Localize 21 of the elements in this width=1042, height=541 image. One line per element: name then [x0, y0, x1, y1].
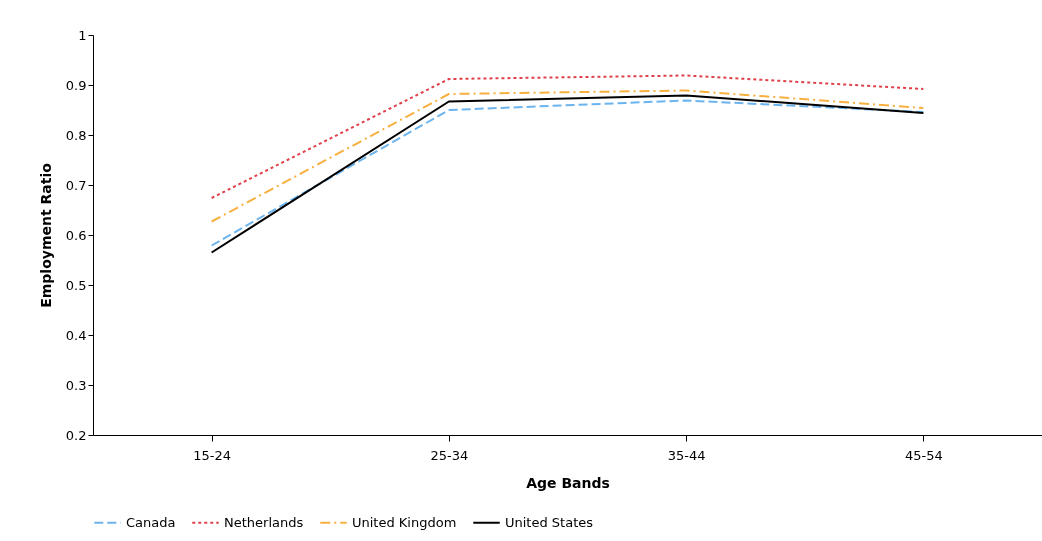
- legend-label: United States: [505, 514, 594, 530]
- y-tick-label: 0.7: [65, 177, 87, 193]
- y-tick-label: 0.3: [65, 377, 87, 393]
- x-tick-label: 35-44: [667, 447, 706, 463]
- line-series: [210, 74, 925, 199]
- x-tick-label: 45-54: [904, 447, 943, 463]
- y-tick-label: 0.2: [65, 427, 87, 443]
- x-tick-label: 15-24: [193, 447, 232, 463]
- y-tick-label: 0.9: [65, 77, 87, 93]
- x-axis-title: Age Bands: [526, 474, 610, 491]
- legend-label: Netherlands: [224, 514, 304, 530]
- y-tick-label: 1: [78, 27, 87, 43]
- y-tick-label: 0.8: [65, 127, 87, 143]
- y-tick-label: 0.6: [65, 227, 87, 243]
- legend-label: Canada: [126, 514, 176, 530]
- x-tick-label: 25-34: [430, 447, 469, 463]
- y-tick-label: 0.4: [65, 327, 87, 343]
- y-tick-label: 0.5: [65, 277, 87, 293]
- legend-label: United Kingdom: [352, 514, 457, 530]
- y-axis-title: Employment Ratio: [37, 162, 54, 308]
- line-series: [210, 89, 925, 223]
